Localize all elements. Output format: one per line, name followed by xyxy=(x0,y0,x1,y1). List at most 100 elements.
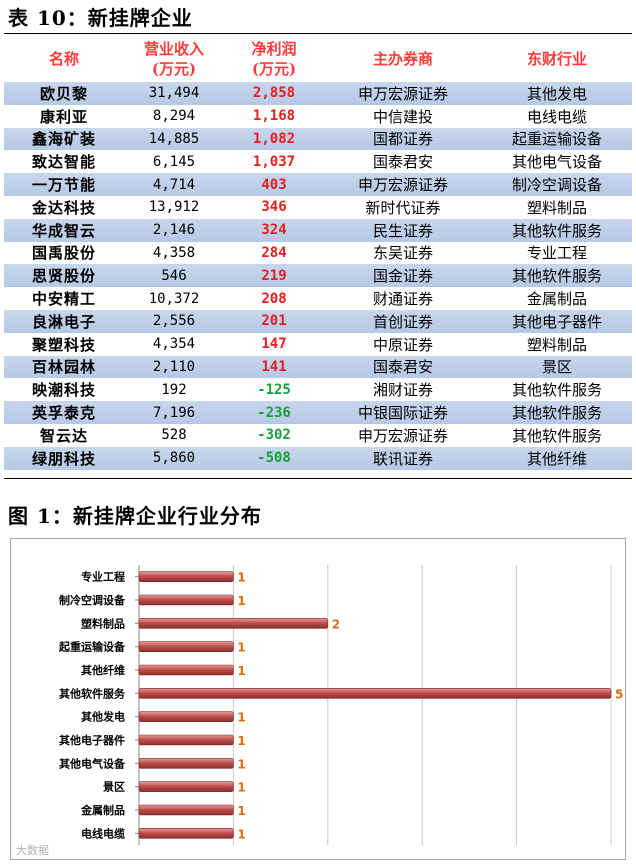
table-row: 智云达 528 -302 申万宏源证券 其他软件服务 xyxy=(4,423,632,447)
bar xyxy=(138,688,612,699)
bar xyxy=(138,641,234,652)
cell-industry: 其他软件服务 xyxy=(482,378,632,402)
data-label: 5 xyxy=(615,687,623,701)
cell-profit: 346 xyxy=(224,195,324,219)
cell-industry: 塑料制品 xyxy=(482,332,632,356)
cell-broker: 新时代证券 xyxy=(324,195,482,219)
bar xyxy=(138,594,234,606)
cell-industry: 其他发电 xyxy=(482,82,632,105)
cell-revenue: 10,372 xyxy=(124,287,224,310)
cell-broker: 申万宏源证券 xyxy=(324,173,482,196)
table-row: 良淋电子 2,556 201 首创证券 其他电子器件 xyxy=(4,309,632,333)
category-label: 电线电缆 xyxy=(81,826,125,840)
category-label: 塑料制品 xyxy=(81,616,125,630)
cell-revenue: 4,354 xyxy=(124,332,224,356)
cell-profit: -125 xyxy=(224,378,324,402)
cell-revenue: 7,196 xyxy=(124,401,224,424)
data-label: 1 xyxy=(237,827,245,841)
cell-revenue: 528 xyxy=(124,423,224,447)
category-label: 景区 xyxy=(102,781,125,794)
cell-name: 欧贝黎 xyxy=(4,82,124,105)
cell-profit: 2,858 xyxy=(224,82,324,105)
table-row: 欧贝黎 31,494 2,858 申万宏源证券 其他发电 xyxy=(4,82,632,105)
cell-name: 良淋电子 xyxy=(4,309,124,333)
cell-profit: 1,082 xyxy=(224,127,324,151)
table-row: 华成智云 2,146 324 民生证券 其他软件服务 xyxy=(4,218,632,242)
table-top-rule xyxy=(4,33,632,34)
cell-revenue: 2,146 xyxy=(124,218,224,242)
cell-industry: 其他软件服务 xyxy=(482,401,632,424)
header-industry: 东财行业 xyxy=(526,50,587,68)
table-row: 思贤股份 546 219 国金证券 其他软件服务 xyxy=(4,264,632,288)
cell-profit: -236 xyxy=(224,401,324,424)
cell-industry: 电线电缆 xyxy=(482,104,632,128)
new-listings-table: 名称 营业收入 (万元) 净利润 (万元) 主办券商 东财行业 欧贝黎 31,49… xyxy=(4,36,632,470)
category-label: 其他电子器件 xyxy=(59,733,125,747)
bar xyxy=(138,758,234,769)
table-row: 金达科技 13,912 346 新时代证券 塑料制品 xyxy=(4,195,632,219)
category-label: 其他电气设备 xyxy=(59,756,126,770)
cell-profit: 141 xyxy=(224,355,324,379)
category-label: 其他软件服务 xyxy=(59,686,126,700)
cell-industry: 其他软件服务 xyxy=(482,423,632,447)
category-label: 金属制品 xyxy=(80,803,125,817)
cell-broker: 国泰君安 xyxy=(324,355,482,379)
table-row: 百林园林 2,110 141 国泰君安 景区 xyxy=(4,355,632,379)
cell-profit: 1,037 xyxy=(224,150,324,174)
category-label: 其他发电 xyxy=(81,710,125,724)
cell-broker: 民生证券 xyxy=(324,218,482,242)
cell-broker: 湘财证券 xyxy=(324,378,482,402)
table-row: 鑫海矿装 14,885 1,082 国都证券 起重运输设备 xyxy=(4,127,632,151)
table-row: 国禹股份 4,358 284 东吴证券 专业工程 xyxy=(4,241,632,265)
cell-profit: 403 xyxy=(224,173,324,196)
header-name: 名称 xyxy=(48,50,79,68)
cell-industry: 起重运输设备 xyxy=(482,127,632,151)
header-profit-line2: (万元) xyxy=(251,60,297,78)
cell-broker: 国都证券 xyxy=(324,127,482,151)
table-caption: 表 10：新挂牌企业 xyxy=(8,6,193,30)
cell-revenue: 8,294 xyxy=(124,104,224,128)
data-label: 1 xyxy=(237,571,245,585)
cell-revenue: 4,714 xyxy=(124,173,224,196)
data-label: 1 xyxy=(237,711,245,725)
cell-revenue: 2,556 xyxy=(124,309,224,333)
cell-name: 绿朋科技 xyxy=(4,446,124,470)
cell-broker: 中原证券 xyxy=(324,332,482,356)
cell-profit: 324 xyxy=(224,218,324,242)
cell-revenue: 31,494 xyxy=(124,82,224,105)
header-revenue-line1: 营业收入 xyxy=(143,40,204,58)
table-row: 英孚泰克 7,196 -236 中银国际证券 其他软件服务 xyxy=(4,401,632,424)
table-row: 聚塑科技 4,354 147 中原证券 塑料制品 xyxy=(4,332,632,356)
data-label: 2 xyxy=(332,617,340,631)
cell-profit: -302 xyxy=(224,423,324,447)
cell-industry: 塑料制品 xyxy=(482,195,632,219)
cell-name: 百林园林 xyxy=(4,355,124,379)
cell-industry: 金属制品 xyxy=(482,287,632,310)
cell-industry: 其他纤维 xyxy=(482,446,632,470)
category-label: 专业工程 xyxy=(81,570,125,584)
cell-name: 致达智能 xyxy=(4,150,124,174)
data-label: 1 xyxy=(237,781,245,795)
table-body: 欧贝黎 31,494 2,858 申万宏源证券 其他发电 康利亚 8,294 1,168 中信建… xyxy=(4,82,632,470)
cell-revenue: 6,145 xyxy=(124,150,224,174)
cell-profit: 284 xyxy=(224,241,324,265)
cell-name: 鑫海矿装 xyxy=(4,127,124,151)
cell-industry: 其他软件服务 xyxy=(482,264,632,288)
cell-profit: 201 xyxy=(224,309,324,333)
table-row: 绿朋科技 5,860 -508 联讯证券 其他纤维 xyxy=(4,446,632,470)
cell-broker: 中银国际证券 xyxy=(324,401,482,424)
data-label: 1 xyxy=(237,641,245,655)
table-row: 致达智能 6,145 1,037 国泰君安 其他电气设备 xyxy=(4,150,632,174)
table-row: 一万节能 4,714 403 申万宏源证券 制冷空调设备 xyxy=(4,173,632,196)
cell-revenue: 4,358 xyxy=(124,241,224,265)
cell-name: 华成智云 xyxy=(4,218,124,242)
header-revenue: 营业收入 (万元) xyxy=(124,36,224,82)
cell-broker: 国金证券 xyxy=(324,264,482,288)
cell-industry: 专业工程 xyxy=(482,241,632,265)
table-bottom-rule xyxy=(4,478,632,479)
cell-name: 智云达 xyxy=(4,423,124,447)
cell-industry: 其他软件服务 xyxy=(482,218,632,242)
cell-broker: 申万宏源证券 xyxy=(324,82,482,105)
category-label: 起重运输设备 xyxy=(58,640,126,654)
cell-broker: 首创证券 xyxy=(324,309,482,333)
